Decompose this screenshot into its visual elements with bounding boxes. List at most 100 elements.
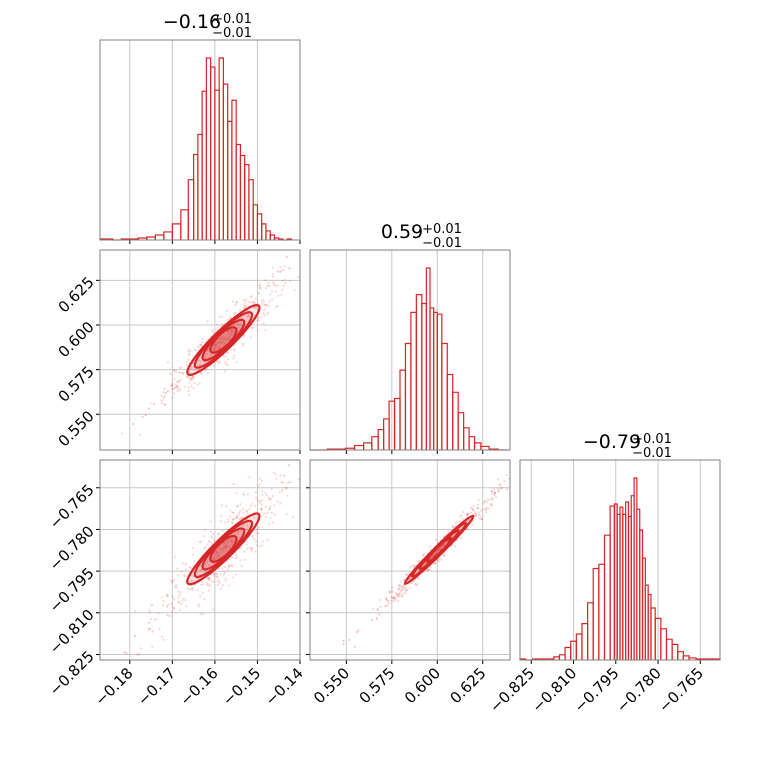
sample-point — [270, 511, 274, 515]
sample-point — [410, 564, 413, 567]
sample-point — [505, 473, 508, 477]
histogram-bin — [575, 633, 583, 660]
sample-point — [172, 606, 175, 609]
sample-point — [221, 315, 224, 319]
sample-point — [213, 571, 216, 575]
sample-point — [260, 508, 263, 511]
sample-point — [271, 266, 275, 269]
histogram-bin — [180, 209, 189, 240]
sample-point — [417, 560, 420, 563]
sample-point — [207, 372, 210, 375]
sample-point — [281, 288, 284, 292]
sample-point — [225, 505, 228, 508]
sample-point — [273, 513, 277, 516]
sample-point — [234, 553, 238, 556]
sample-point — [197, 603, 200, 606]
sample-point — [186, 587, 189, 590]
sample-point — [403, 587, 407, 590]
histogram-bin — [171, 223, 182, 240]
sample-point — [123, 651, 126, 654]
sample-point — [353, 645, 356, 648]
sample-point — [409, 586, 412, 590]
sample-point — [195, 349, 198, 352]
sample-point — [234, 303, 237, 307]
sample-point — [388, 591, 391, 594]
sample-point — [230, 330, 233, 333]
sample-point — [189, 588, 192, 591]
sample-point — [206, 320, 209, 323]
sample-point — [211, 329, 214, 332]
sample-point — [174, 383, 177, 387]
sample-point — [205, 353, 208, 356]
sample-point — [223, 336, 227, 339]
sample-point — [190, 384, 193, 388]
sample-point — [389, 590, 392, 593]
sample-point — [226, 337, 230, 340]
sample-point — [244, 305, 247, 308]
sample-point — [260, 479, 264, 482]
sample-point — [230, 328, 233, 332]
sample-point — [271, 275, 275, 278]
sample-point — [214, 343, 218, 346]
sample-point — [185, 375, 188, 378]
sample-point — [443, 554, 446, 557]
scatter-points — [121, 255, 300, 436]
sample-point — [279, 502, 282, 505]
sample-point — [232, 313, 235, 316]
sample-point — [472, 504, 475, 507]
sample-point — [163, 394, 166, 398]
sample-point — [375, 617, 378, 620]
sample-point — [175, 584, 178, 587]
sample-point — [227, 336, 230, 339]
sample-point — [268, 300, 271, 303]
sample-point — [165, 605, 169, 608]
sample-point — [261, 298, 264, 301]
sample-point — [264, 278, 267, 282]
sample-point — [263, 512, 266, 515]
sample-point — [433, 562, 436, 566]
sample-point — [479, 515, 482, 518]
histogram-bin — [377, 428, 385, 450]
histogram-bin — [214, 89, 220, 240]
sample-point — [178, 380, 181, 383]
sample-point — [269, 516, 272, 519]
sample-point — [258, 501, 262, 505]
sample-point — [217, 554, 220, 558]
sample-point — [187, 348, 190, 351]
sample-point — [467, 512, 470, 515]
sample-point — [244, 298, 247, 302]
sample-point — [257, 316, 260, 319]
sample-point — [451, 535, 455, 538]
sample-point — [259, 287, 262, 290]
sample-point — [397, 600, 400, 603]
sample-point — [288, 279, 291, 283]
sample-point — [297, 276, 300, 279]
sample-point — [224, 546, 227, 549]
sample-point — [445, 533, 448, 536]
sample-point — [151, 645, 154, 649]
sample-point — [184, 599, 187, 602]
sample-point — [208, 583, 211, 586]
sample-point — [203, 529, 206, 532]
sample-point — [500, 487, 503, 490]
sample-point — [231, 517, 234, 521]
y-tick-label: 0.575 — [55, 363, 98, 406]
sample-point — [490, 490, 494, 493]
sample-point — [342, 642, 345, 646]
sample-point — [201, 580, 204, 583]
density-contour — [193, 311, 254, 369]
sample-point — [206, 353, 209, 356]
sample-point — [438, 548, 442, 551]
sample-point — [231, 300, 234, 303]
sample-point — [217, 342, 221, 345]
sample-point — [178, 371, 181, 374]
sample-point — [472, 512, 475, 516]
sample-point — [219, 341, 222, 344]
sample-point — [209, 530, 212, 533]
sample-point — [224, 577, 228, 580]
sample-point — [348, 638, 351, 642]
sample-point — [191, 375, 194, 378]
sample-point — [400, 595, 403, 598]
histogram-bin — [256, 213, 263, 240]
sample-point — [208, 584, 211, 587]
